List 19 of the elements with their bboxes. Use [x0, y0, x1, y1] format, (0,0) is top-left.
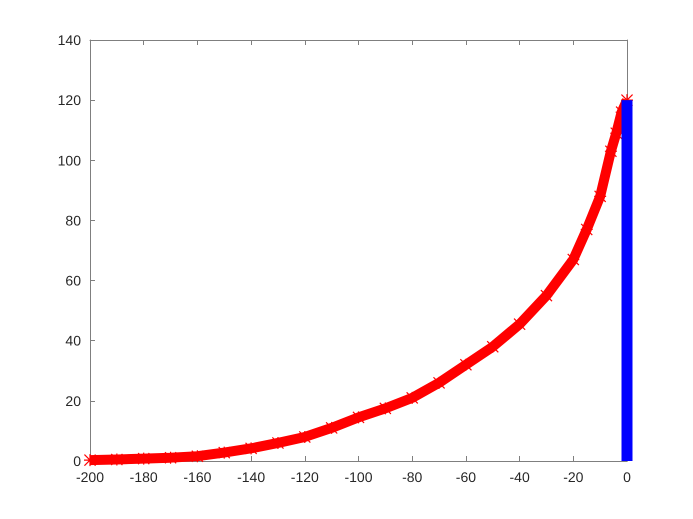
x-tick-label: -140 — [237, 469, 266, 485]
x-tick-label: -120 — [290, 469, 320, 485]
x-tick-label: -60 — [456, 469, 476, 485]
x-tick-label: -200 — [76, 469, 104, 485]
y-tick-label: 40 — [65, 332, 82, 349]
x-tick-label: -20 — [563, 469, 584, 485]
y-tick-label: 80 — [65, 212, 82, 228]
x-tick-label: -160 — [183, 469, 212, 485]
x-tick-label: -180 — [130, 469, 158, 485]
y-tick-label: 20 — [65, 392, 82, 409]
y-tick-label: 120 — [58, 92, 82, 108]
x-tick-label: -100 — [344, 469, 373, 485]
x-tick-label: -80 — [402, 469, 423, 485]
x-tick-label: 0 — [623, 469, 632, 485]
y-tick-label: 100 — [58, 152, 82, 168]
y-tick-label: 140 — [58, 32, 82, 48]
y-tick-label: 60 — [65, 272, 82, 289]
y-tick-label: 0 — [73, 453, 82, 469]
x-tick-label: -40 — [509, 469, 530, 485]
